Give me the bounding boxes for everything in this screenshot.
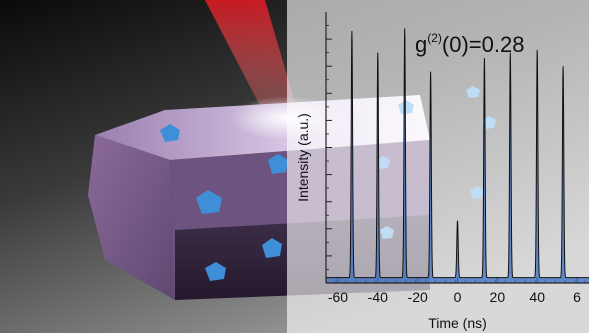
x-tick-label: 6 — [573, 289, 581, 305]
y-axis-title: Intensity (a.u.) — [295, 113, 311, 202]
series-line — [326, 28, 589, 279]
x-tick-label: 20 — [490, 289, 506, 305]
annotation-suffix: (0)=0.28 — [442, 32, 525, 57]
x-axis-title: Time (ns) — [428, 315, 487, 331]
x-tick-label: -60 — [328, 289, 348, 305]
series-fill — [326, 28, 589, 284]
x-tick-label: 40 — [529, 289, 545, 305]
x-tick-label: 0 — [454, 289, 462, 305]
x-tick-label: -40 — [368, 289, 388, 305]
annotation-superscript: (2) — [427, 31, 442, 45]
axis-ticks — [325, 25, 586, 283]
x-tick-label: -20 — [408, 289, 428, 305]
g2-annotation: g(2)(0)=0.28 — [415, 31, 524, 57]
nanowire-end-face — [88, 135, 175, 300]
coincidence-peaks — [326, 28, 589, 284]
laser-beam — [205, 0, 300, 125]
x-tick-labels: -60 -40 -20 0 20 40 6 — [328, 289, 581, 305]
annotation-prefix: g — [415, 32, 427, 57]
